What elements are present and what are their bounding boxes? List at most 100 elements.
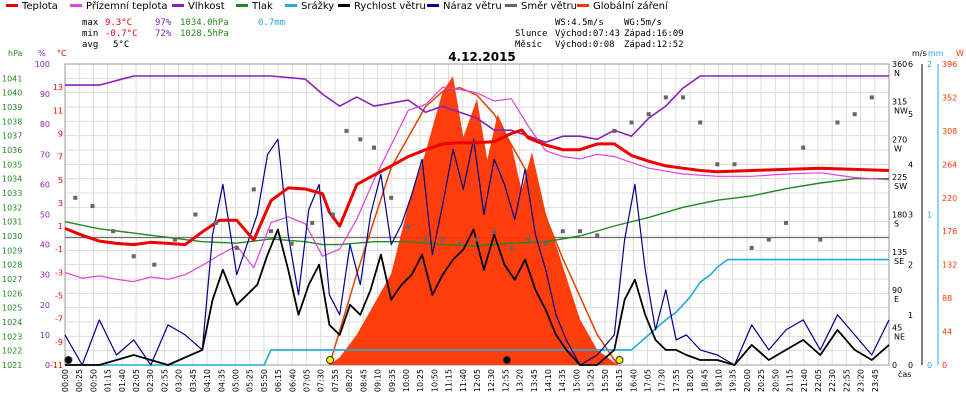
wind-tick-label: 5 xyxy=(908,110,913,119)
x-unit: čas xyxy=(898,369,911,379)
direction-tick-label: 0 xyxy=(892,361,897,370)
rain-tick-label: 0 xyxy=(927,361,932,370)
temperature-tick-label: 5 xyxy=(58,176,63,185)
series-vlhkost-line xyxy=(65,75,889,144)
legend-label: Tlak xyxy=(251,1,273,12)
sunrise-marker xyxy=(326,356,335,364)
x-tick-label: 17:30 xyxy=(658,369,667,392)
info-sun-label: Slunce xyxy=(515,29,548,39)
wind-direction-point xyxy=(766,237,771,242)
pressure-tick-label: 1029 xyxy=(2,246,22,255)
legend: Teplota Přízemní teplota Vlhkost Tlak Srážky… xyxy=(6,0,669,12)
chart-title: 4.12.2015 xyxy=(448,50,516,64)
moonset-marker xyxy=(502,356,511,364)
pressure-tick-label: 1040 xyxy=(2,89,22,98)
stats-avg-label: avg xyxy=(82,40,98,50)
humidity-tick-label: 50 xyxy=(40,211,50,220)
wind-direction-point xyxy=(214,220,219,225)
pressure-tick-label: 1037 xyxy=(2,132,22,141)
info-block: WS:4.5m/s WG:5m/s Slunce Východ:07:43 Zá… xyxy=(515,18,684,50)
legend-swatch xyxy=(70,4,82,7)
legend-swatch xyxy=(285,4,297,7)
wind-direction-point xyxy=(543,241,548,246)
wind-tick-label: 4 xyxy=(908,160,913,169)
wind-direction-point xyxy=(663,95,668,100)
wind-direction-point xyxy=(698,120,703,125)
x-tick-label: 22:05 xyxy=(814,369,823,392)
plot-area xyxy=(64,63,890,366)
stats-min-press: 1028.5hPa xyxy=(180,29,229,39)
radiation-tick-label: 352 xyxy=(942,93,957,102)
legend-swatch xyxy=(172,4,184,7)
x-tick-label: 22:55 xyxy=(842,369,851,392)
direction-compass-label: NE xyxy=(894,332,905,341)
x-tick-label: 09:35 xyxy=(388,369,397,392)
stats-max-hum: 97% xyxy=(155,18,172,28)
pressure-tick-label: 1025 xyxy=(2,304,22,313)
wind-direction-point xyxy=(310,220,315,225)
wind-tick-label: 2 xyxy=(908,261,913,270)
wind-direction-point xyxy=(193,212,198,217)
stats-avg-temp: 5°C xyxy=(113,40,129,50)
wind-direction-point xyxy=(73,195,78,200)
radiation-tick-label: 0 xyxy=(942,361,947,370)
wind-direction-point xyxy=(330,212,335,217)
wind-tick-label: 1 xyxy=(908,311,913,320)
info-wg: WG:5m/s xyxy=(624,18,662,28)
x-tick-label: 20:00 xyxy=(743,369,752,392)
stats-min-temp: -0.7°C xyxy=(105,29,138,39)
legend-label: Srážky xyxy=(301,0,334,12)
info-ws: WS:4.5m/s xyxy=(555,18,604,28)
pressure-tick-label: 1026 xyxy=(2,289,22,298)
x-tick-label: 02:30 xyxy=(146,369,155,392)
wind-direction-point xyxy=(749,245,754,250)
wind-direction-point xyxy=(646,112,651,117)
direction-compass-label: S xyxy=(894,220,899,229)
wind-direction-point xyxy=(111,229,116,234)
wind-direction-point xyxy=(681,95,685,100)
x-tick-label: 02:55 xyxy=(160,369,169,392)
wind-direction-point xyxy=(801,145,806,150)
wind-direction-point xyxy=(234,245,239,250)
x-tick-label: 14:10 xyxy=(544,369,553,392)
x-tick-label: 15:00 xyxy=(572,369,581,392)
x-tick-label: 14:35 xyxy=(558,369,567,392)
stats-max-label: max xyxy=(82,18,99,28)
x-tick-label: 11:15 xyxy=(445,369,454,392)
direction-compass-label: N xyxy=(894,69,900,78)
wind-direction-point xyxy=(715,162,720,167)
temperature-tick-label: 7 xyxy=(58,153,63,162)
pressure-tick-label: 1030 xyxy=(2,232,22,241)
legend-swatch xyxy=(6,4,18,7)
temperature-tick-label: -11 xyxy=(50,361,63,370)
humidity-tick-label: 70 xyxy=(40,150,50,159)
humidity-tick-label: 10 xyxy=(40,331,50,340)
pressure-tick-label: 1024 xyxy=(2,318,22,327)
stats-min-hum: 72% xyxy=(155,29,172,39)
x-tick-label: 01:40 xyxy=(118,369,127,392)
wind-direction-point xyxy=(475,237,479,242)
series-rychlost-vetru-line xyxy=(65,228,890,366)
temperature-tick-label: 11 xyxy=(53,106,63,115)
wind-direction-point xyxy=(90,204,95,209)
x-tick-label: 10:25 xyxy=(416,369,425,392)
temperature-tick-label: 1 xyxy=(58,222,63,231)
wind-direction-point xyxy=(612,128,617,133)
series-naraz-vetru-line xyxy=(64,138,890,366)
wind-direction-point xyxy=(869,95,874,100)
wind-direction-point xyxy=(629,120,634,125)
x-tick-label: 13:20 xyxy=(516,369,525,392)
x-tick-label: 20:25 xyxy=(757,369,766,392)
pressure-tick-label: 1022 xyxy=(2,347,22,356)
series-teplota-line xyxy=(64,128,890,247)
series-prizemni-teplota-line xyxy=(64,86,890,283)
legend-label: Vlhkost xyxy=(188,1,225,12)
x-tick-label: 06:15 xyxy=(274,369,283,392)
wind-direction-point xyxy=(152,262,157,267)
direction-compass-label: SW xyxy=(894,182,907,191)
info-moonset: Západ:12:52 xyxy=(624,40,684,50)
pressure-tick-label: 1031 xyxy=(2,218,22,227)
humidity-tick-label: 0 xyxy=(45,361,50,370)
legend-swatch xyxy=(427,4,439,7)
wind-direction-point xyxy=(818,237,823,242)
